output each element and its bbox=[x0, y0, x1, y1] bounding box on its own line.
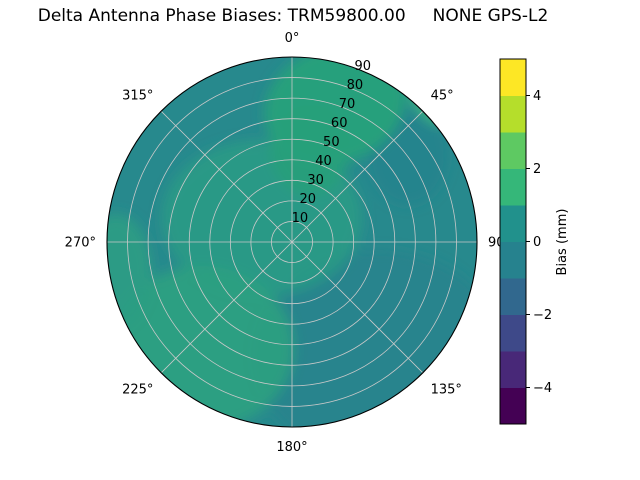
colorbar-band bbox=[500, 95, 526, 133]
colorbar-band bbox=[500, 59, 526, 96]
radial-tick-label: 60 bbox=[331, 116, 348, 131]
radial-tick-label: 10 bbox=[292, 211, 309, 226]
polar-tick-labels: 0° 45° 90 135° 180° 225° 270° 315° 10 20 30 40 50 60 7… bbox=[65, 31, 505, 455]
colorbar-band bbox=[500, 278, 526, 315]
chart-title: Delta Antenna Phase Biases: TRM59800.00 … bbox=[37, 6, 549, 26]
colorbar-tick-label: −4 bbox=[533, 381, 552, 396]
colorbar-axis-label: Bias (mm) bbox=[555, 209, 570, 276]
colorbar-tick-label: 0 bbox=[533, 235, 541, 250]
angular-tick-label: 270° bbox=[65, 236, 96, 251]
colorbar: 4 2 0 −2 −4 Bias (mm) bbox=[499, 58, 570, 425]
polar-border bbox=[106, 56, 478, 428]
angular-tick-label: 225° bbox=[122, 383, 153, 398]
colorbar-band bbox=[500, 314, 526, 352]
polar-grid bbox=[106, 56, 478, 428]
angular-tick-label: 45° bbox=[431, 88, 454, 103]
angular-tick-label: 180° bbox=[276, 440, 307, 455]
radial-tick-label: 20 bbox=[299, 192, 316, 207]
colorbar-tick-label: 2 bbox=[533, 162, 541, 177]
radial-tick-label: 30 bbox=[307, 173, 324, 188]
colorbar-tick-label: 4 bbox=[533, 89, 541, 104]
radial-tick-label: 50 bbox=[323, 135, 340, 150]
colorbar-band bbox=[500, 351, 526, 388]
contour-region-left-edge-green bbox=[107, 214, 152, 330]
colorbar-tick-label: −2 bbox=[533, 308, 552, 323]
contour-region-top-green-tail bbox=[270, 105, 350, 195]
radial-tick-label: 80 bbox=[347, 78, 364, 93]
radial-tick-label: 40 bbox=[315, 154, 332, 169]
radial-tick-label: 90 bbox=[355, 59, 372, 74]
grid-spoke bbox=[160, 241, 293, 374]
colorbar-band bbox=[500, 168, 526, 206]
grid-spoke bbox=[160, 110, 293, 243]
colorbar-band bbox=[500, 205, 526, 242]
grid-spoke bbox=[291, 110, 424, 243]
colorbar-band bbox=[500, 387, 526, 425]
colorbar-band bbox=[500, 241, 526, 279]
angular-tick-label: 0° bbox=[285, 31, 300, 46]
angular-tick-label: 135° bbox=[431, 383, 462, 398]
colorbar-band bbox=[500, 132, 526, 169]
radial-tick-label: 70 bbox=[339, 97, 356, 112]
angular-tick-label: 315° bbox=[122, 88, 153, 103]
grid-spoke bbox=[291, 241, 424, 374]
